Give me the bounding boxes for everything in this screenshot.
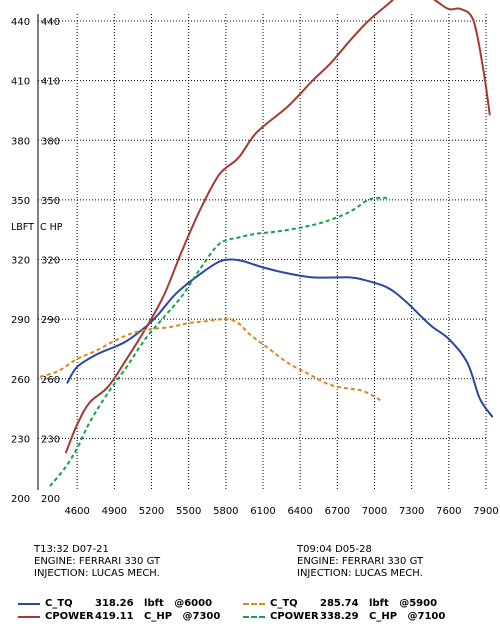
legend-entry: C_TQ 318.26 lbft @6000 — [18, 597, 220, 610]
y-tick-label-left: 380 — [11, 136, 30, 147]
y-tick-label-right: 410 — [41, 77, 60, 88]
y-tick-label-right: 440 — [41, 17, 60, 28]
x-tick-label: 4900 — [102, 506, 127, 517]
x-tick-label: 5800 — [213, 506, 238, 517]
y-tick-label-left: 440 — [11, 17, 30, 28]
y-tick-label-left: 320 — [11, 256, 30, 267]
y-tick-label-right: 200 — [41, 494, 60, 505]
x-tick-label: 6700 — [325, 506, 350, 517]
x-tick-label: 5500 — [176, 506, 201, 517]
legend-series-value: 285.74 lbft @5900 — [320, 598, 438, 609]
x-tick-label: 5200 — [139, 506, 164, 517]
left-run-time: T13:32 D07-21 — [34, 544, 109, 555]
y-tick-label-right: 230 — [41, 434, 60, 445]
legend-left: C_TQ 318.26 lbft @6000 CPOWER 419.11 C_H… — [18, 597, 220, 623]
y-tick-label-left: 260 — [11, 375, 30, 386]
legend-right: C_TQ 285.74 lbft @5900 CPOWER 338.29 C_H… — [243, 597, 445, 623]
chart-grid — [38, 14, 487, 490]
series-lines — [39, 0, 494, 487]
y-tick-labels: 200 200 230 230 260 260 290 290 320 320 350 350 380 3… — [11, 17, 60, 505]
series-line-c-tq-solid — [66, 258, 494, 418]
y-tick-label-right: 350 — [41, 196, 60, 207]
legend-series-value: 338.29 C_HP @7100 — [320, 611, 446, 622]
x-tick-label: 4600 — [64, 506, 89, 517]
legend-series-name: CPOWER — [45, 611, 94, 622]
legend-swatch — [18, 615, 40, 618]
legend-series-name: C_TQ — [45, 598, 73, 609]
left-run-info: T13:32 D07-21 ENGINE: FERRARI 330 GT INJ… — [34, 544, 160, 580]
y-tick-label-right: 320 — [41, 256, 60, 267]
y-tick-label-left: 350 — [11, 196, 30, 207]
y-tick-label-left: 290 — [11, 315, 30, 326]
legend-swatch — [243, 615, 265, 618]
left-run-engine: ENGINE: FERRARI 330 GT — [34, 556, 161, 567]
unit-label-left: LBFT — [11, 222, 34, 233]
right-run-engine: ENGINE: FERRARI 330 GT — [297, 556, 424, 567]
legend-series-name: CPOWER — [270, 611, 319, 622]
x-tick-label: 7300 — [399, 506, 424, 517]
y-tick-label-left: 410 — [11, 77, 30, 88]
right-run-time: T09:04 D05-28 — [297, 544, 372, 555]
y-tick-label-left: 200 — [11, 494, 30, 505]
legend-entry: CPOWER 419.11 C_HP @7300 — [18, 610, 220, 623]
series-line-c-tq-dashed — [39, 318, 382, 402]
legend-series-value: 419.11 C_HP @7300 — [95, 611, 221, 622]
series-line-cpower-dashed — [49, 196, 387, 487]
left-run-injection: INJECTION: LUCAS MECH. — [34, 568, 160, 579]
legend-entry: CPOWER 338.29 C_HP @7100 — [243, 610, 445, 623]
right-run-injection: INJECTION: LUCAS MECH. — [297, 568, 423, 579]
series-line-cpower-solid — [65, 0, 491, 454]
legend-series-value: 318.26 lbft @6000 — [95, 598, 213, 609]
legend-swatch — [243, 602, 265, 605]
dyno-chart: 200 200 230 230 260 260 290 290 320 320 350 350 380 3… — [11, 0, 499, 517]
legend-series-name: C_TQ — [270, 598, 298, 609]
x-tick-label: 7600 — [436, 506, 461, 517]
y-tick-label-right: 380 — [41, 136, 60, 147]
x-tick-label: 6400 — [287, 506, 312, 517]
y-tick-label-left: 230 — [11, 434, 30, 445]
legend-entry: C_TQ 285.74 lbft @5900 — [243, 597, 445, 610]
x-tick-label: 6100 — [250, 506, 275, 517]
right-run-info: T09:04 D05-28 ENGINE: FERRARI 330 GT INJ… — [297, 544, 423, 580]
x-tick-labels: 4600 4900 5200 5500 5800 6100 6400 6700 7000 7300… — [64, 506, 498, 517]
legend-swatch — [18, 602, 40, 605]
y-tick-label-right: 260 — [41, 375, 60, 386]
x-tick-label: 7000 — [362, 506, 387, 517]
x-tick-label: 7900 — [473, 506, 498, 517]
unit-label-right: C HP — [40, 222, 63, 233]
y-tick-label-right: 290 — [41, 315, 60, 326]
